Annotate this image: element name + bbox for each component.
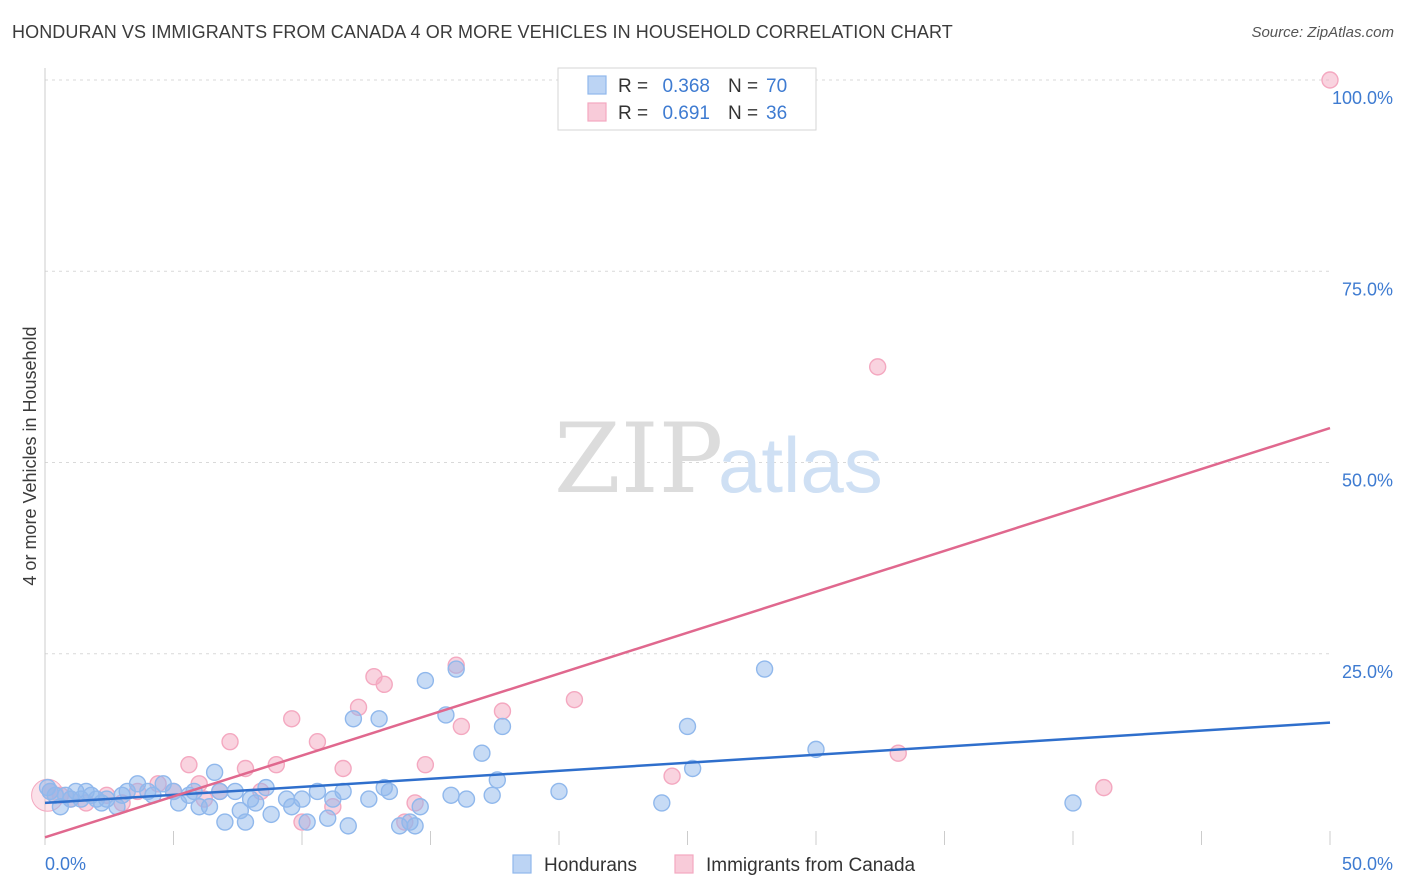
honduran-point: [380, 782, 399, 801]
honduran-point: [236, 813, 255, 831]
honduran-point: [370, 710, 388, 728]
honduran-point: [298, 813, 316, 831]
chart-title: HONDURAN VS IMMIGRANTS FROM CANADA 4 OR …: [12, 22, 953, 42]
honduran-point: [1064, 794, 1082, 812]
y-axis-label: 4 or more Vehicles in Household: [20, 326, 40, 585]
source-credit: Source: ZipAtlas.com: [1251, 24, 1394, 41]
honduran-point: [339, 817, 357, 835]
honduran-point: [457, 790, 476, 808]
canada-trend-line: [44, 426, 1331, 839]
legend-n-value: 36: [766, 103, 787, 124]
canada-point: [663, 767, 681, 785]
canada-point: [565, 690, 584, 709]
honduran-point: [360, 790, 378, 808]
watermark-atlas: atlas: [718, 421, 883, 509]
canada-point: [221, 733, 239, 751]
hondurans-trend-line: [44, 721, 1331, 805]
honduran-point: [411, 798, 429, 816]
canada-point: [1321, 71, 1339, 89]
legend-n-value: 70: [766, 76, 787, 97]
x-tick-label: 0.0%: [45, 854, 86, 874]
legend-r-value: 0.368: [662, 76, 710, 97]
legend-r-value: 0.691: [662, 103, 710, 124]
watermark-zip: ZIP: [554, 403, 723, 515]
honduran-point: [319, 809, 337, 827]
canada-point: [889, 744, 907, 762]
series-hondurans-points: [38, 660, 1082, 835]
honduran-point: [755, 660, 774, 678]
honduran-point: [493, 717, 512, 736]
honduran-point: [447, 660, 465, 678]
honduran-point: [442, 786, 460, 804]
honduran-point: [262, 805, 280, 824]
canada-point: [416, 755, 435, 774]
canada-point: [180, 755, 198, 774]
y-tick-label: 25.0%: [1342, 662, 1393, 682]
honduran-point: [216, 813, 234, 831]
canada-point: [452, 717, 471, 736]
axes-layer: [44, 68, 1331, 845]
canada-point: [308, 733, 327, 751]
honduran-point: [416, 671, 435, 690]
x-tick-label: 50.0%: [1342, 854, 1393, 874]
legend-series-label: Immigrants from Canada: [706, 855, 916, 876]
honduran-point: [683, 759, 702, 778]
legend-swatch: [674, 854, 694, 874]
honduran-point: [406, 817, 424, 835]
honduran-point: [678, 717, 697, 736]
canada-point: [493, 702, 512, 720]
canada-point: [283, 710, 301, 728]
legend-swatch: [587, 75, 607, 95]
tick-labels: 25.0% 50.0% 75.0% 100.0% 0.0% 50.0%: [45, 88, 1393, 874]
legend-swatch: [512, 854, 532, 874]
grid-layer: [45, 79, 1330, 655]
honduran-point: [344, 710, 363, 728]
honduran-point: [653, 794, 671, 812]
canada-point: [1095, 778, 1113, 797]
legend-r-label: R =: [618, 76, 648, 97]
honduran-point: [473, 744, 491, 762]
honduran-point: [200, 798, 219, 816]
canada-point: [375, 675, 393, 694]
honduran-point: [293, 790, 311, 808]
honduran-point: [247, 794, 265, 812]
legend-r-label: R =: [618, 103, 648, 124]
legend-series: Hondurans Immigrants from Canada: [512, 854, 916, 876]
honduran-point: [38, 778, 57, 797]
y-tick-label: 75.0%: [1342, 279, 1393, 299]
y-tick-label: 50.0%: [1342, 471, 1393, 491]
legend-series-label: Hondurans: [544, 855, 637, 876]
honduran-point: [550, 782, 568, 801]
canada-point: [868, 358, 887, 376]
legend-stats: R = 0.368 N = 70 R = 0.691 N = 36: [557, 67, 817, 131]
canada-point: [334, 759, 352, 778]
honduran-point: [308, 782, 327, 801]
legend-n-label: N =: [728, 76, 758, 97]
honduran-point: [205, 763, 224, 782]
honduran-point: [483, 786, 501, 804]
legend-swatch: [587, 102, 607, 122]
trend-lines: [44, 426, 1331, 839]
legend-n-label: N =: [728, 103, 758, 124]
y-tick-label: 100.0%: [1332, 88, 1393, 108]
